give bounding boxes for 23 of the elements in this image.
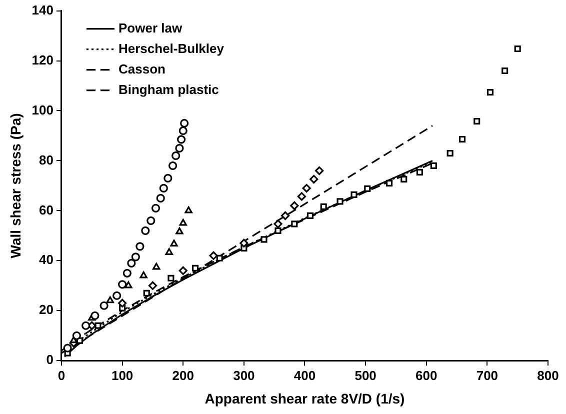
legend-label: Herschel-Bulkley (118, 40, 225, 56)
x-tick-label: 800 (537, 368, 559, 383)
x-tick-label: 200 (172, 368, 194, 383)
y-tick-label: 120 (32, 52, 54, 68)
x-tick-label: 500 (354, 368, 376, 383)
y-axis-title: Wall shear stress (Pa) (7, 113, 24, 258)
y-tick-label: 60 (39, 202, 54, 218)
y-tick-label: 100 (32, 102, 54, 118)
x-tick-label: 300 (233, 368, 255, 383)
x-tick-label: 700 (476, 368, 498, 383)
legend-label: Power law (118, 20, 183, 36)
x-tick-label: 0 (58, 368, 66, 383)
y-tick-label: 140 (32, 2, 54, 18)
x-tick-label: 100 (111, 368, 134, 383)
y-tick-label: 80 (39, 152, 54, 168)
legend-label: Bingham plastic (118, 82, 219, 97)
x-axis-title: Apparent shear rate 8V/D (1/s) (204, 390, 405, 406)
y-tick-label: 40 (39, 252, 54, 268)
x-tick-label: 600 (416, 368, 438, 383)
y-tick-label: 20 (39, 302, 54, 318)
y-tick-label: 0 (46, 352, 54, 368)
legend-label: Casson (118, 61, 166, 76)
x-tick-label: 400 (294, 368, 316, 383)
